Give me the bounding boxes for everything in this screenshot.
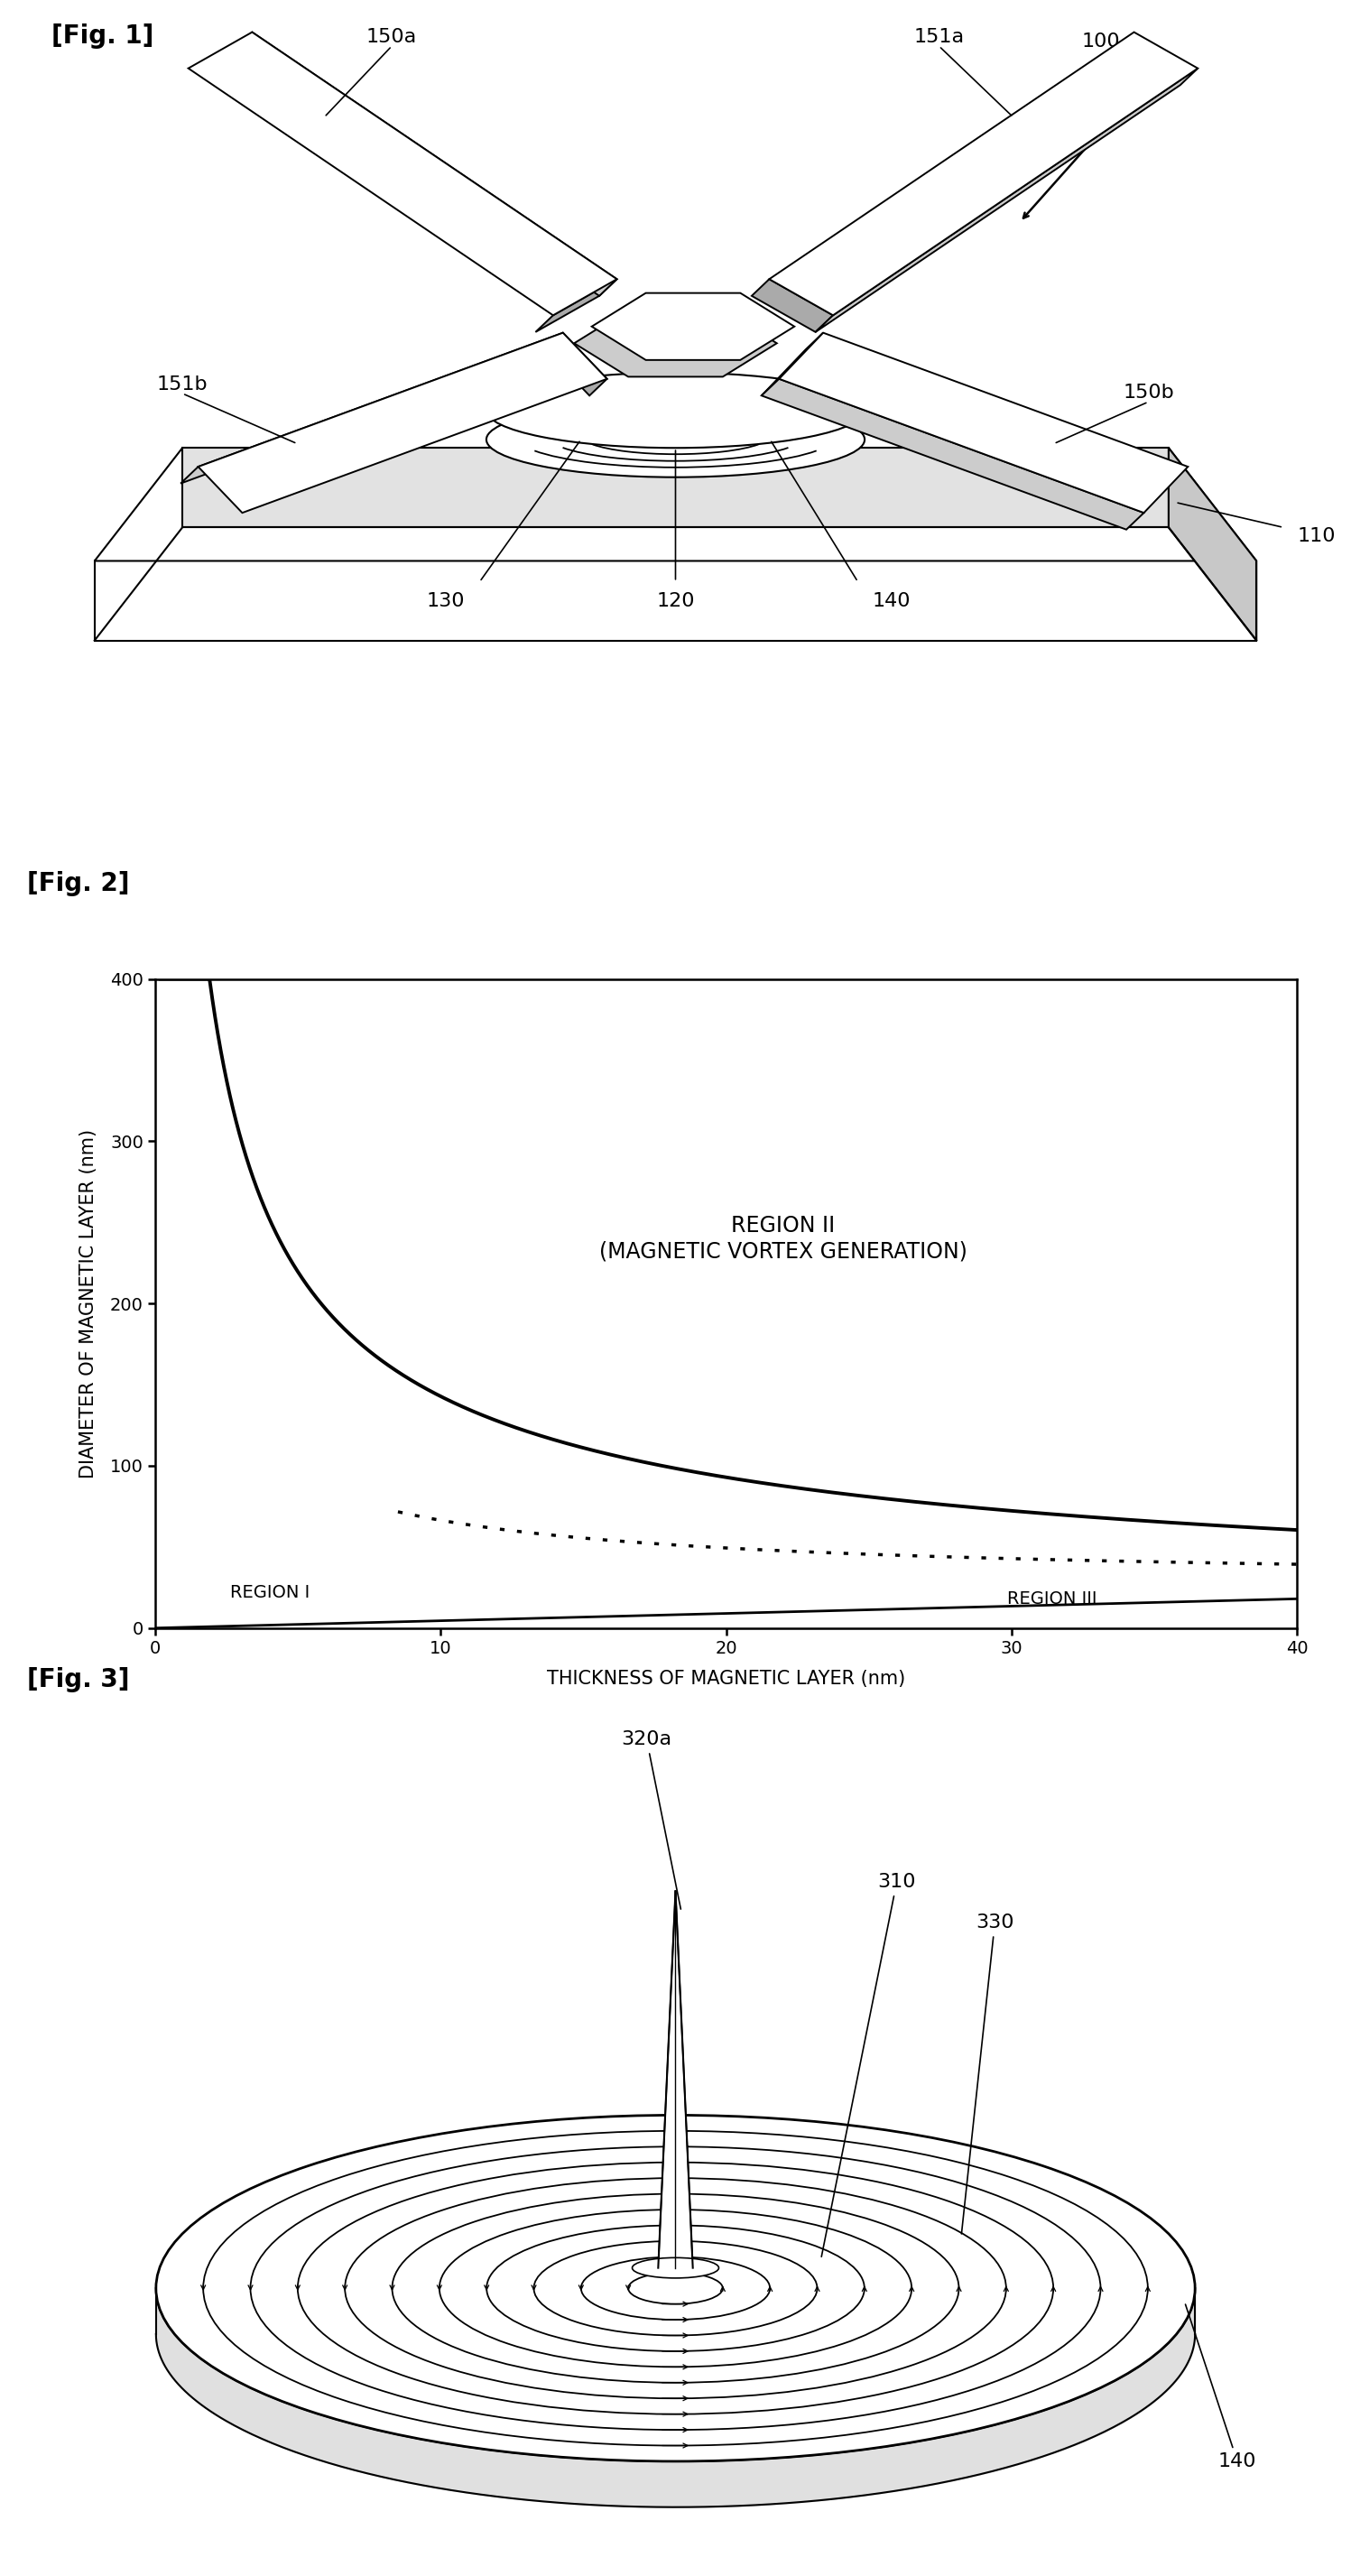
Polygon shape bbox=[535, 278, 617, 332]
Polygon shape bbox=[1169, 448, 1256, 641]
Ellipse shape bbox=[486, 374, 865, 448]
Polygon shape bbox=[816, 70, 1198, 332]
Text: [Fig. 1]: [Fig. 1] bbox=[51, 23, 154, 49]
Text: REGION II
(MAGNETIC VORTEX GENERATION): REGION II (MAGNETIC VORTEX GENERATION) bbox=[600, 1216, 967, 1262]
Text: 330: 330 bbox=[962, 1914, 1015, 2233]
Text: 140: 140 bbox=[873, 592, 911, 611]
Text: 120: 120 bbox=[657, 592, 694, 611]
Polygon shape bbox=[592, 294, 794, 361]
Text: 150b: 150b bbox=[1123, 384, 1174, 402]
Text: 130: 130 bbox=[427, 592, 465, 611]
Text: 151a: 151a bbox=[913, 28, 965, 46]
Text: 320a: 320a bbox=[621, 1731, 681, 1909]
Text: REGION III: REGION III bbox=[1008, 1589, 1097, 1607]
Polygon shape bbox=[546, 332, 607, 397]
Polygon shape bbox=[762, 379, 1144, 531]
Text: 100: 100 bbox=[1082, 31, 1120, 52]
Polygon shape bbox=[182, 448, 1169, 528]
Polygon shape bbox=[181, 332, 563, 484]
Polygon shape bbox=[235, 31, 617, 296]
Polygon shape bbox=[574, 309, 777, 376]
Text: [Fig. 3]: [Fig. 3] bbox=[27, 1667, 130, 1692]
Polygon shape bbox=[751, 278, 834, 332]
Y-axis label: DIAMETER OF MAGNETIC LAYER (nm): DIAMETER OF MAGNETIC LAYER (nm) bbox=[80, 1128, 97, 1479]
Polygon shape bbox=[780, 332, 1188, 513]
Polygon shape bbox=[199, 332, 607, 513]
X-axis label: THICKNESS OF MAGNETIC LAYER (nm): THICKNESS OF MAGNETIC LAYER (nm) bbox=[547, 1669, 905, 1687]
Polygon shape bbox=[769, 31, 1198, 314]
Polygon shape bbox=[762, 332, 823, 397]
Polygon shape bbox=[95, 448, 1256, 562]
Text: [Fig. 2]: [Fig. 2] bbox=[27, 871, 130, 896]
Ellipse shape bbox=[486, 402, 865, 477]
Polygon shape bbox=[658, 1891, 693, 2267]
Text: 140: 140 bbox=[1185, 2306, 1256, 2470]
Ellipse shape bbox=[155, 2115, 1196, 2460]
Polygon shape bbox=[188, 31, 617, 314]
Text: 310: 310 bbox=[821, 1873, 916, 2257]
Text: 151b: 151b bbox=[157, 376, 208, 394]
Text: 110: 110 bbox=[1297, 526, 1335, 546]
Text: REGION I: REGION I bbox=[230, 1584, 309, 1600]
Ellipse shape bbox=[632, 2257, 719, 2277]
Text: 150a: 150a bbox=[366, 28, 417, 46]
